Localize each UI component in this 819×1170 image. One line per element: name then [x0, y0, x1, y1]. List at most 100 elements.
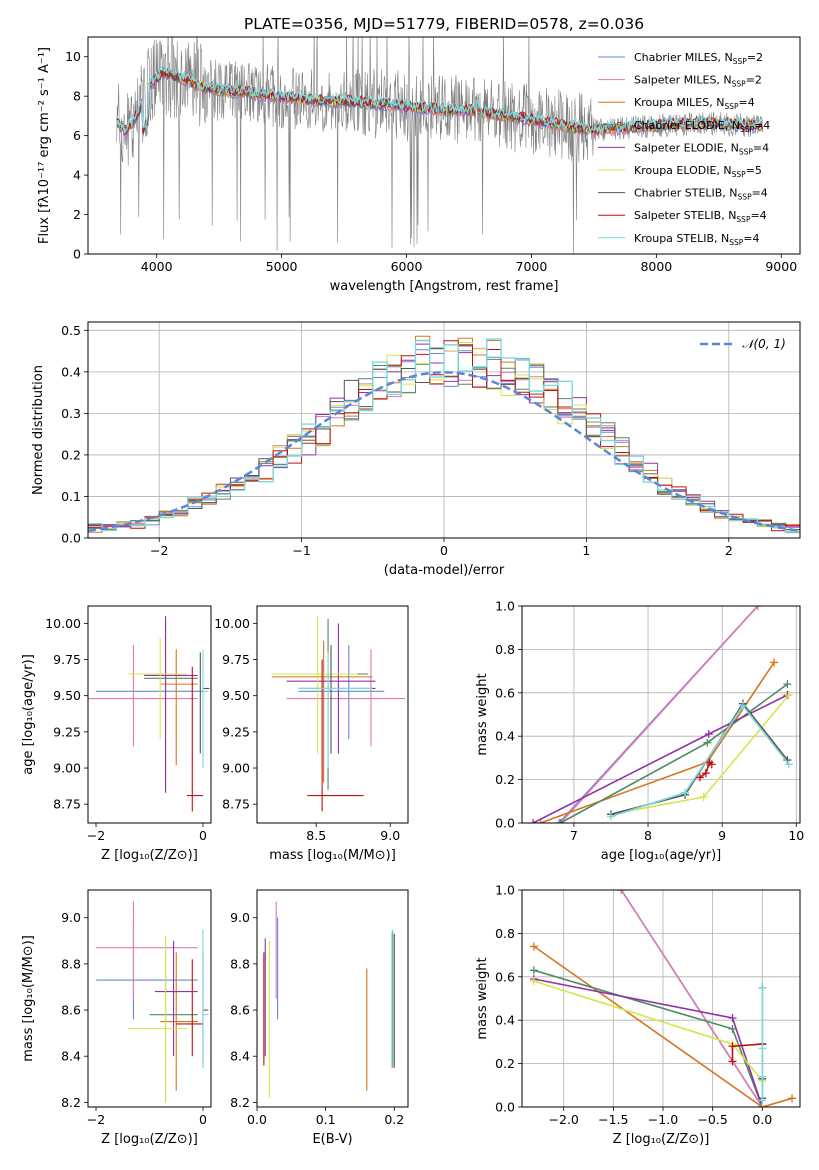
- x-axis-label: (data-model)/error: [384, 563, 505, 578]
- plot-area: [96, 901, 209, 1103]
- panel-residuals: −2 −1 0 1 2 0.0 0.1 0.2 0.3 0.4 0.5 (data-model)/er…: [31, 321, 801, 578]
- series-marker: [770, 658, 779, 667]
- x-tick-label: −0.5: [697, 1112, 727, 1127]
- series-line: [533, 969, 764, 1107]
- panel-age-vs-z: −2 0 8.75 9.00 9.25 9.50 9.75 10.00 Z [log₁₀(Z/Z…: [21, 605, 212, 863]
- data-point-3: [160, 952, 198, 1091]
- y-tick-label: 0.4: [495, 729, 515, 744]
- y-tick-label: 0.0: [495, 816, 515, 831]
- y-tick-label: 8.6: [230, 1003, 250, 1018]
- x-axis-label: age [log₁₀(age/yr)]: [601, 848, 722, 863]
- legend-label: Salpeter ELODIE, NSSP=4: [634, 141, 769, 156]
- y-axis-label: mass weight: [475, 957, 490, 1039]
- axes-frame: [87, 889, 212, 1108]
- data-point-8: [307, 659, 364, 812]
- y-tick-label: 4: [73, 168, 81, 183]
- y-axis-label: Flux [fλ10⁻¹⁷ erg cm⁻² s⁻¹ A⁻¹]: [37, 47, 52, 244]
- y-tick-label: 9.75: [53, 652, 81, 667]
- series-marker: [536, 819, 545, 823]
- data-point-7: [202, 952, 209, 1068]
- y-tick-label: 8.75: [222, 797, 250, 812]
- data-point-4: [271, 619, 369, 790]
- x-axis-label: wavelength [Angstrom, rest frame]: [330, 279, 559, 294]
- series-marker: [784, 690, 793, 699]
- x-tick-label: 9: [718, 828, 726, 843]
- x-tick-label: 0.0: [752, 1112, 772, 1127]
- x-tick-label: 0: [440, 543, 448, 558]
- y-tick-label: 8.8: [61, 956, 81, 971]
- y-tick-label: 0.3: [61, 406, 81, 421]
- series-marker: [784, 760, 793, 769]
- y-tick-label: 9.75: [222, 652, 250, 667]
- y-tick-label: 0.4: [61, 364, 81, 379]
- data-point-1: [96, 922, 198, 1020]
- plot-area: [88, 322, 800, 538]
- y-axis-label: mass weight: [475, 673, 490, 755]
- series-marker: [617, 890, 626, 894]
- y-tick-label: 8.8: [230, 956, 250, 971]
- axes-frame: [521, 889, 801, 1108]
- series-marker: [758, 1072, 767, 1081]
- y-axis-label: age [log₁₀(age/yr)]: [21, 654, 36, 775]
- page-title: PLATE=0356, MJD=51779, FIBERID=0578, z=0…: [244, 15, 644, 33]
- series-2: [556, 606, 762, 823]
- legend-label: Salpeter STELIB, NSSP=4: [634, 209, 767, 224]
- y-tick-label: 0.4: [495, 1013, 515, 1028]
- x-tick-label: −2: [150, 543, 168, 558]
- x-tick-label: −2.0: [549, 1112, 579, 1127]
- series-marker: [704, 730, 713, 739]
- panel-mass-vs-z: −2 0 8.2 8.4 8.6 8.8 9.0 Z [log₁₀(Z/Z⊙)] mass [l…: [21, 889, 212, 1147]
- series-marker: [606, 812, 615, 821]
- plot-area: [88, 616, 210, 812]
- x-tick-label: −1.0: [648, 1112, 678, 1127]
- legend-label: 𝒩(0, 1): [742, 337, 786, 351]
- series-line: [731, 1043, 763, 1062]
- data-point-9: [202, 929, 209, 1068]
- series-marker: [728, 1042, 737, 1051]
- y-tick-label: 2: [73, 207, 81, 222]
- data-point-6: [128, 936, 187, 1103]
- axes-frame: [256, 605, 409, 824]
- y-tick-label: 9.0: [61, 910, 81, 925]
- legend-label: Salpeter MILES, NSSP=2: [634, 74, 762, 89]
- data-point-2: [96, 901, 198, 999]
- series-marker: [556, 819, 565, 823]
- series-marker: [529, 942, 538, 951]
- y-tick-label: 8.4: [61, 1049, 81, 1064]
- x-tick-label: 2: [725, 543, 733, 558]
- plot-area: [522, 606, 800, 823]
- x-tick-label: −1.5: [598, 1112, 628, 1127]
- x-tick-label: 0: [199, 1112, 207, 1127]
- y-tick-label: 0.2: [495, 1056, 515, 1071]
- axes-frame: [256, 889, 409, 1108]
- series-4: [556, 680, 792, 823]
- y-tick-label: 1.0: [495, 599, 515, 614]
- panel-weight-vs-age: 7 8 9 10 0.0 0.2 0.4 0.6 0.8 1.0 age [log₁₀(age/yr…: [475, 599, 804, 864]
- x-tick-label: 1: [582, 543, 590, 558]
- y-tick-label: 1.0: [495, 883, 515, 898]
- legend-label: Chabrier STELIB, NSSP=4: [634, 187, 768, 202]
- series-marker: [758, 1096, 767, 1105]
- series-line: [610, 704, 790, 818]
- series-2: [617, 890, 767, 1107]
- series-6: [606, 690, 793, 819]
- legend-label: Kroupa ELODIE, NSSP=5: [634, 164, 762, 179]
- x-tick-label: 5000: [266, 259, 298, 274]
- data-point-3: [160, 649, 198, 766]
- y-tick-label: 0: [73, 247, 81, 262]
- panel-spectrum: 4000 5000 6000 7000 8000 9000 0 2 4 6 8 10 wavelengt…: [37, 36, 801, 294]
- series-marker: [707, 760, 716, 769]
- model-line-9: [116, 66, 764, 135]
- x-tick-label: −1: [292, 543, 310, 558]
- series-marker: [555, 819, 564, 823]
- y-tick-label: 0.8: [495, 926, 515, 941]
- y-tick-label: 0.0: [61, 531, 81, 546]
- x-axis-label: E(B-V): [312, 1132, 352, 1147]
- x-axis-label: mass [log₁₀(M/M⊙)]: [269, 848, 396, 863]
- series-marker: [728, 1014, 737, 1023]
- data-point-7: [199, 652, 210, 754]
- data-point-6: [128, 637, 187, 740]
- y-tick-label: 0.5: [61, 323, 81, 338]
- axes-frame: [87, 605, 212, 824]
- x-axis-label: Z [log₁₀(Z/Z⊙)]: [101, 1132, 198, 1147]
